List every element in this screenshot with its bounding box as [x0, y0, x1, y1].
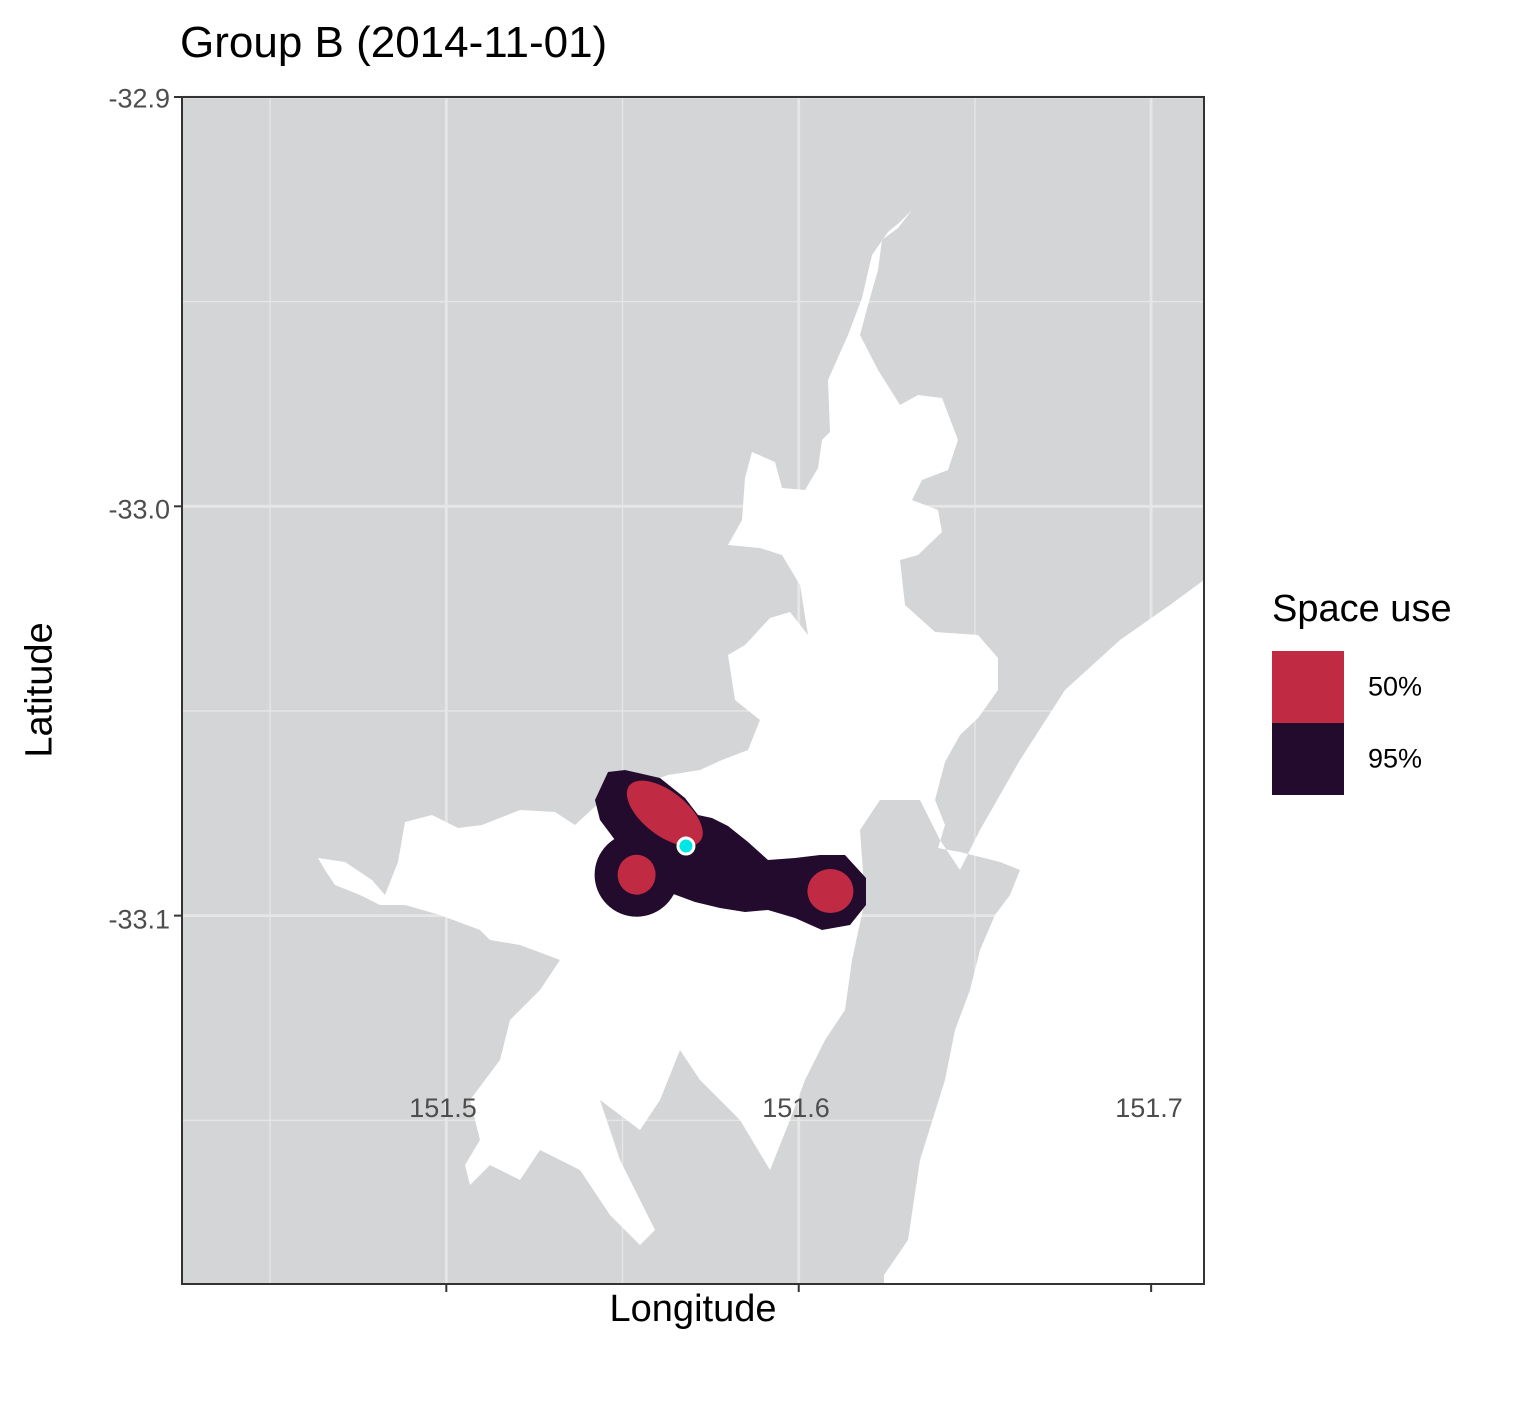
- contour-50: [626, 780, 703, 846]
- location-point: [676, 836, 696, 856]
- y-tick-label: -32.9: [108, 83, 170, 114]
- legend-swatch: [1272, 651, 1344, 723]
- panel-border: [181, 96, 1205, 1285]
- legend-label: 50%: [1368, 671, 1423, 702]
- x-tick-label: 151.6: [762, 1093, 830, 1123]
- legend-item: 50%: [1272, 651, 1502, 723]
- legend: Space use 50% 95%: [1272, 588, 1452, 795]
- contour-50: [617, 854, 656, 895]
- legend-label: 95%: [1368, 743, 1423, 774]
- x-tick-label: 151.5: [409, 1093, 477, 1123]
- y-tick-label: -33.0: [108, 494, 170, 525]
- y-axis-title: Latitude: [18, 622, 61, 758]
- x-tick-label: 151.7: [1115, 1093, 1183, 1123]
- legend-swatch: [1272, 723, 1344, 795]
- x-axis-title: Longitude: [609, 1288, 777, 1330]
- plot-title: Group B (2014-11-01): [180, 18, 608, 67]
- lake-water-body: [318, 210, 1204, 1284]
- legend-title: Space use: [1272, 588, 1452, 630]
- legend-item: 95%: [1272, 723, 1502, 795]
- contour-50: [807, 869, 854, 914]
- y-tick-label: -33.1: [108, 904, 170, 935]
